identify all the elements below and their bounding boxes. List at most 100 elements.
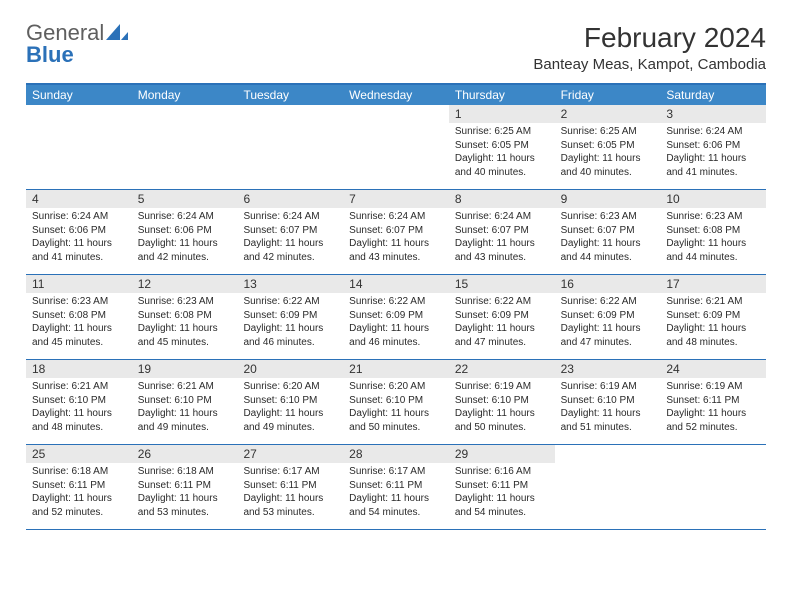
sunrise-line: Sunrise: 6:17 AM (349, 465, 443, 479)
daylight-line: Daylight: 11 hours and 47 minutes. (455, 322, 549, 349)
day-number (660, 445, 766, 463)
day-of-week-header: Thursday (449, 85, 555, 105)
week-row: 18Sunrise: 6:21 AMSunset: 6:10 PMDayligh… (26, 360, 766, 445)
sunset-line: Sunset: 6:10 PM (32, 394, 126, 408)
day-cell: 13Sunrise: 6:22 AMSunset: 6:09 PMDayligh… (237, 275, 343, 359)
day-cell-blank (660, 445, 766, 529)
sunrise-line: Sunrise: 6:19 AM (561, 380, 655, 394)
day-cell: 19Sunrise: 6:21 AMSunset: 6:10 PMDayligh… (132, 360, 238, 444)
day-cell: 11Sunrise: 6:23 AMSunset: 6:08 PMDayligh… (26, 275, 132, 359)
day-number: 17 (660, 275, 766, 293)
day-details: Sunrise: 6:24 AMSunset: 6:07 PMDaylight:… (449, 208, 555, 268)
daylight-line: Daylight: 11 hours and 47 minutes. (561, 322, 655, 349)
day-number: 4 (26, 190, 132, 208)
sunrise-line: Sunrise: 6:23 AM (32, 295, 126, 309)
day-cell-blank (343, 105, 449, 189)
day-cell: 10Sunrise: 6:23 AMSunset: 6:08 PMDayligh… (660, 190, 766, 274)
daylight-line: Daylight: 11 hours and 51 minutes. (561, 407, 655, 434)
daylight-line: Daylight: 11 hours and 43 minutes. (455, 237, 549, 264)
day-details: Sunrise: 6:19 AMSunset: 6:11 PMDaylight:… (660, 378, 766, 438)
sunset-line: Sunset: 6:11 PM (243, 479, 337, 493)
daylight-line: Daylight: 11 hours and 45 minutes. (32, 322, 126, 349)
day-cell: 18Sunrise: 6:21 AMSunset: 6:10 PMDayligh… (26, 360, 132, 444)
daylight-line: Daylight: 11 hours and 54 minutes. (349, 492, 443, 519)
day-cell: 12Sunrise: 6:23 AMSunset: 6:08 PMDayligh… (132, 275, 238, 359)
daylight-line: Daylight: 11 hours and 50 minutes. (349, 407, 443, 434)
day-number: 25 (26, 445, 132, 463)
day-number: 10 (660, 190, 766, 208)
daylight-line: Daylight: 11 hours and 43 minutes. (349, 237, 443, 264)
week-row: 25Sunrise: 6:18 AMSunset: 6:11 PMDayligh… (26, 445, 766, 530)
sunset-line: Sunset: 6:11 PM (138, 479, 232, 493)
day-number: 1 (449, 105, 555, 123)
day-details: Sunrise: 6:19 AMSunset: 6:10 PMDaylight:… (449, 378, 555, 438)
calendar-grid: SundayMondayTuesdayWednesdayThursdayFrid… (26, 83, 766, 530)
sunset-line: Sunset: 6:11 PM (455, 479, 549, 493)
day-number (237, 105, 343, 123)
day-number: 18 (26, 360, 132, 378)
day-number (132, 105, 238, 123)
day-number: 20 (237, 360, 343, 378)
sunrise-line: Sunrise: 6:24 AM (349, 210, 443, 224)
day-details: Sunrise: 6:18 AMSunset: 6:11 PMDaylight:… (132, 463, 238, 523)
day-number (343, 105, 449, 123)
sunrise-line: Sunrise: 6:24 AM (138, 210, 232, 224)
day-cell-blank (132, 105, 238, 189)
day-of-week-header: Sunday (26, 85, 132, 105)
day-details: Sunrise: 6:24 AMSunset: 6:06 PMDaylight:… (660, 123, 766, 183)
day-details: Sunrise: 6:21 AMSunset: 6:10 PMDaylight:… (26, 378, 132, 438)
day-details: Sunrise: 6:23 AMSunset: 6:08 PMDaylight:… (26, 293, 132, 353)
day-details: Sunrise: 6:16 AMSunset: 6:11 PMDaylight:… (449, 463, 555, 523)
page-header: General Blue February 2024 Banteay Meas,… (26, 22, 766, 73)
daylight-line: Daylight: 11 hours and 45 minutes. (138, 322, 232, 349)
day-number: 21 (343, 360, 449, 378)
day-cell: 23Sunrise: 6:19 AMSunset: 6:10 PMDayligh… (555, 360, 661, 444)
day-details: Sunrise: 6:17 AMSunset: 6:11 PMDaylight:… (343, 463, 449, 523)
sunrise-line: Sunrise: 6:25 AM (455, 125, 549, 139)
sunset-line: Sunset: 6:11 PM (666, 394, 760, 408)
day-of-week-row: SundayMondayTuesdayWednesdayThursdayFrid… (26, 85, 766, 105)
sunrise-line: Sunrise: 6:23 AM (561, 210, 655, 224)
sunset-line: Sunset: 6:11 PM (32, 479, 126, 493)
daylight-line: Daylight: 11 hours and 42 minutes. (243, 237, 337, 264)
daylight-line: Daylight: 11 hours and 41 minutes. (666, 152, 760, 179)
daylight-line: Daylight: 11 hours and 49 minutes. (138, 407, 232, 434)
day-number: 2 (555, 105, 661, 123)
week-row: 11Sunrise: 6:23 AMSunset: 6:08 PMDayligh… (26, 275, 766, 360)
day-of-week-header: Friday (555, 85, 661, 105)
sunrise-line: Sunrise: 6:18 AM (32, 465, 126, 479)
day-number: 12 (132, 275, 238, 293)
day-number: 8 (449, 190, 555, 208)
sunrise-line: Sunrise: 6:18 AM (138, 465, 232, 479)
day-number: 3 (660, 105, 766, 123)
day-details: Sunrise: 6:24 AMSunset: 6:06 PMDaylight:… (26, 208, 132, 268)
day-number: 7 (343, 190, 449, 208)
sunrise-line: Sunrise: 6:23 AM (138, 295, 232, 309)
day-cell: 14Sunrise: 6:22 AMSunset: 6:09 PMDayligh… (343, 275, 449, 359)
sunset-line: Sunset: 6:06 PM (32, 224, 126, 238)
day-cell-blank (555, 445, 661, 529)
sunrise-line: Sunrise: 6:22 AM (243, 295, 337, 309)
sunset-line: Sunset: 6:08 PM (32, 309, 126, 323)
day-number: 26 (132, 445, 238, 463)
sunset-line: Sunset: 6:09 PM (349, 309, 443, 323)
day-cell: 26Sunrise: 6:18 AMSunset: 6:11 PMDayligh… (132, 445, 238, 529)
day-of-week-header: Wednesday (343, 85, 449, 105)
sunset-line: Sunset: 6:09 PM (561, 309, 655, 323)
sunset-line: Sunset: 6:08 PM (666, 224, 760, 238)
sunset-line: Sunset: 6:09 PM (666, 309, 760, 323)
sunrise-line: Sunrise: 6:20 AM (243, 380, 337, 394)
day-cell: 24Sunrise: 6:19 AMSunset: 6:11 PMDayligh… (660, 360, 766, 444)
day-cell: 21Sunrise: 6:20 AMSunset: 6:10 PMDayligh… (343, 360, 449, 444)
sunrise-line: Sunrise: 6:19 AM (666, 380, 760, 394)
day-cell: 29Sunrise: 6:16 AMSunset: 6:11 PMDayligh… (449, 445, 555, 529)
sunrise-line: Sunrise: 6:16 AM (455, 465, 549, 479)
sunset-line: Sunset: 6:09 PM (455, 309, 549, 323)
daylight-line: Daylight: 11 hours and 44 minutes. (561, 237, 655, 264)
daylight-line: Daylight: 11 hours and 40 minutes. (455, 152, 549, 179)
daylight-line: Daylight: 11 hours and 54 minutes. (455, 492, 549, 519)
day-details: Sunrise: 6:19 AMSunset: 6:10 PMDaylight:… (555, 378, 661, 438)
day-number: 24 (660, 360, 766, 378)
sunrise-line: Sunrise: 6:25 AM (561, 125, 655, 139)
day-number: 15 (449, 275, 555, 293)
